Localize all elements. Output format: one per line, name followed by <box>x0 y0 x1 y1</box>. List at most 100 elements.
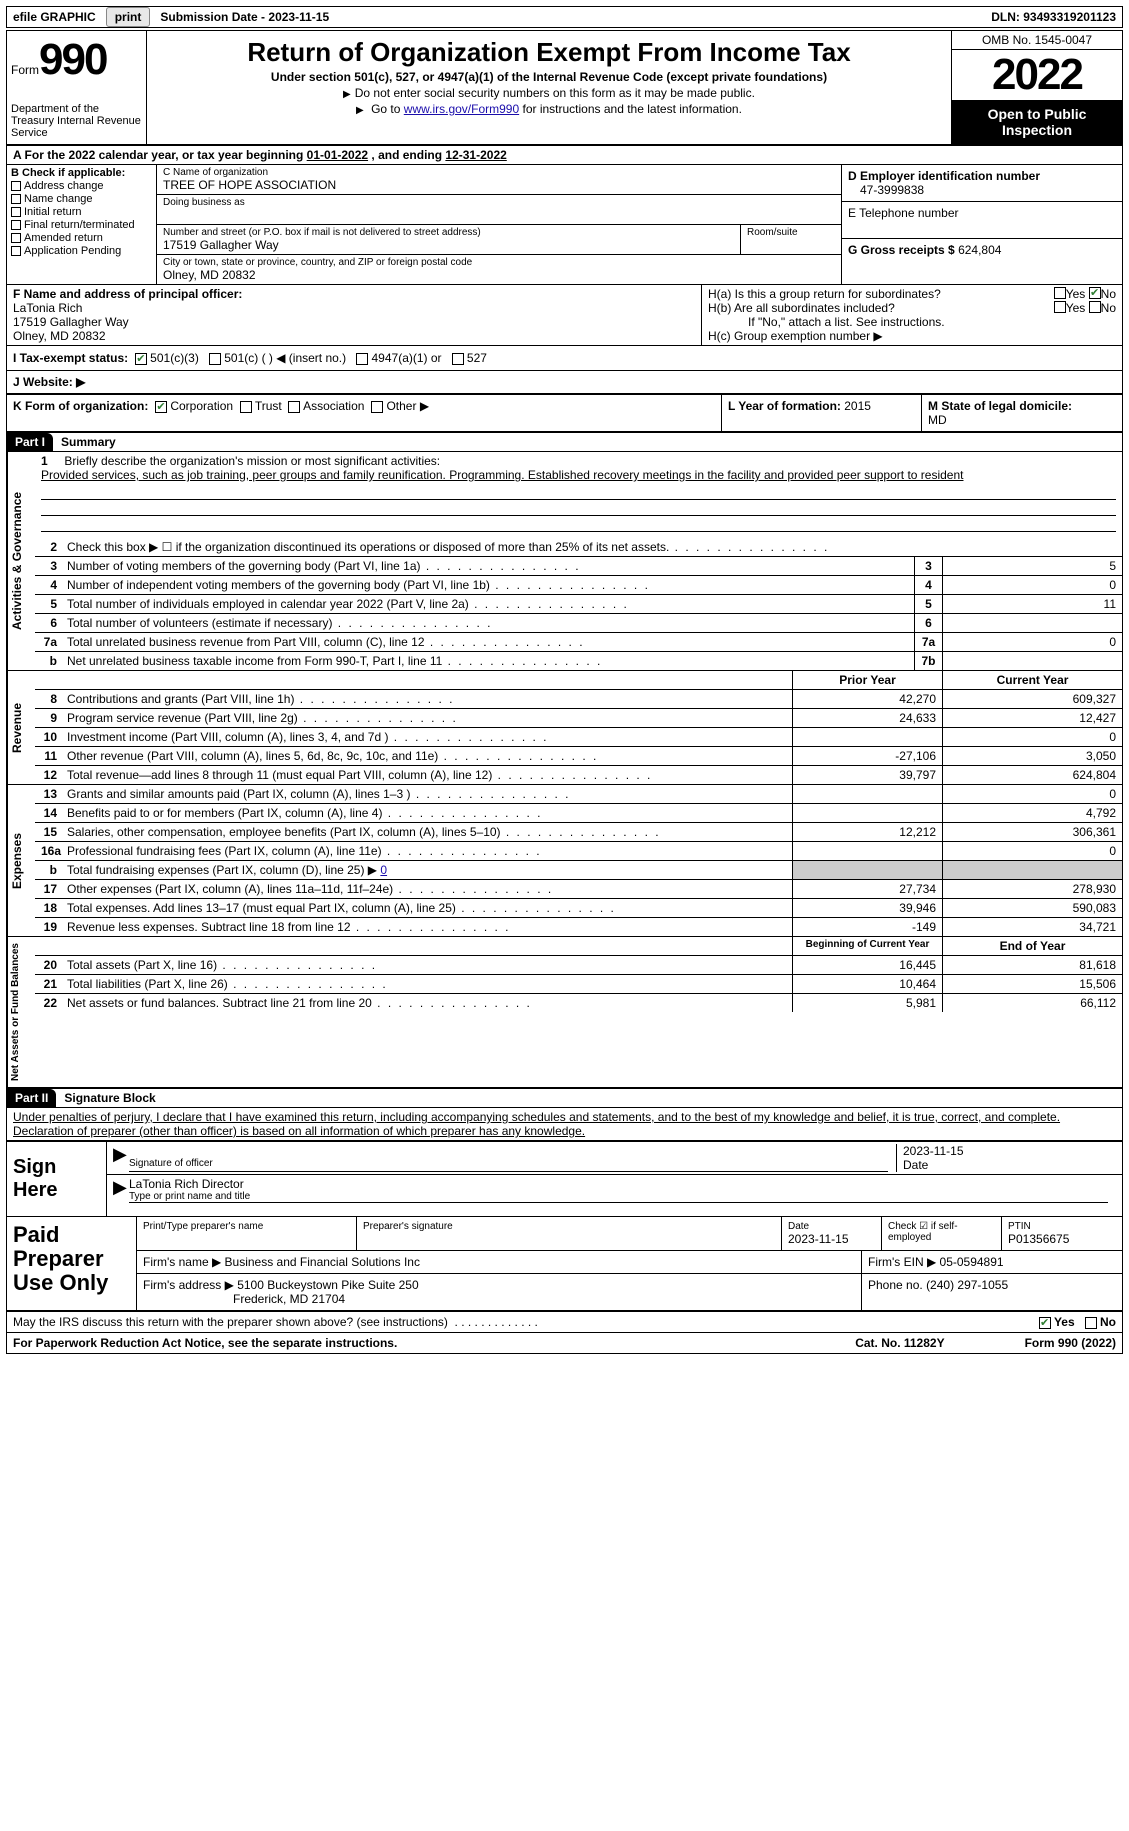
form-number: 990 <box>39 35 106 84</box>
ck-amended[interactable]: Amended return <box>24 232 103 244</box>
ha-no[interactable] <box>1089 287 1101 299</box>
gov-line-b: bNet unrelated business taxable income f… <box>35 652 1122 670</box>
mission-text: Provided services, such as job training,… <box>41 468 1116 482</box>
revlines-line-12: 12Total revenue—add lines 8 through 11 (… <box>35 766 1122 784</box>
officer-addr1: 17519 Gallagher Way <box>13 315 129 329</box>
prep-phone: (240) 297-1055 <box>926 1278 1008 1292</box>
ein-label: D Employer identification number <box>848 169 1040 183</box>
sign-here-block: Sign Here ▶ Signature of officer 2023-11… <box>7 1141 1122 1217</box>
explines-line-18: 18Total expenses. Add lines 13–17 (must … <box>35 899 1122 918</box>
ck-501c[interactable] <box>209 353 221 365</box>
gov-line-5: 5Total number of individuals employed in… <box>35 595 1122 614</box>
hb-no[interactable] <box>1089 301 1101 313</box>
ck-addr-change[interactable]: Address change <box>24 180 104 192</box>
tax-status-label: I Tax-exempt status: <box>13 351 128 365</box>
revlines-line-11: 11Other revenue (Part VIII, column (A), … <box>35 747 1122 766</box>
explines-line-16a: 16aProfessional fundraising fees (Part I… <box>35 842 1122 861</box>
print-button[interactable]: print <box>106 7 151 27</box>
irs-link[interactable]: www.irs.gov/Form990 <box>404 102 519 116</box>
ck-initial[interactable]: Initial return <box>24 206 81 218</box>
sig-officer-label: Signature of officer <box>129 1158 888 1169</box>
sig-name: LaTonia Rich Director <box>129 1177 1108 1191</box>
gov-line-4: 4Number of independent voting members of… <box>35 576 1122 595</box>
revlines-line-10: 10Investment income (Part VIII, column (… <box>35 728 1122 747</box>
explines-line-14: 14Benefits paid to or for members (Part … <box>35 804 1122 823</box>
prep-addr2: Frederick, MD 21704 <box>143 1292 345 1306</box>
ck-name-change[interactable]: Name change <box>24 193 93 205</box>
gross-label: G Gross receipts $ <box>848 243 958 257</box>
dln: DLN: 93493319201123 <box>985 8 1122 26</box>
discuss-row: May the IRS discuss this return with the… <box>7 1312 1122 1333</box>
efile-label: efile GRAPHIC <box>7 8 102 26</box>
form-container: Form990 Department of the Treasury Inter… <box>6 30 1123 1354</box>
box-j: J Website: ▶ <box>7 371 1122 395</box>
entity-block: B Check if applicable: Address change Na… <box>7 165 1122 285</box>
page-footer: For Paperwork Reduction Act Notice, see … <box>7 1333 1122 1353</box>
net-header-row: Beginning of Current Year End of Year <box>35 937 1122 956</box>
ck-527[interactable] <box>452 353 464 365</box>
hb-note: If "No," attach a list. See instructions… <box>708 315 1116 329</box>
ck-corp[interactable] <box>155 401 167 413</box>
sign-here-label: Sign Here <box>7 1142 107 1216</box>
prep-row1: Print/Type preparer's name Preparer's si… <box>137 1217 1122 1251</box>
box-l: L Year of formation: 2015 <box>722 395 922 431</box>
revlines-line-9: 9Program service revenue (Part VIII, lin… <box>35 709 1122 728</box>
row-a-period: A For the 2022 calendar year, or tax yea… <box>7 146 1122 165</box>
ck-501c3[interactable] <box>135 353 147 365</box>
vlabel-revenue: Revenue <box>7 671 35 784</box>
prep-self-employed: Check ☑ if self-employed <box>888 1221 995 1243</box>
box-deg: D Employer identification number 47-3999… <box>842 165 1122 284</box>
header-right: OMB No. 1545-0047 2022 Open to Public In… <box>952 31 1122 144</box>
ein-value: 47-3999838 <box>848 183 924 197</box>
netlines-line-20: 20Total assets (Part X, line 16)16,44581… <box>35 956 1122 975</box>
gov-line-3: 3Number of voting members of the governi… <box>35 557 1122 576</box>
discuss-no[interactable] <box>1085 1317 1097 1329</box>
ck-final[interactable]: Final return/terminated <box>24 219 135 231</box>
ck-4947[interactable] <box>356 353 368 365</box>
addr-label: Number and street (or P.O. box if mail i… <box>163 227 734 238</box>
rev-header-row: Prior Year Current Year <box>35 671 1122 690</box>
officer-addr2: Olney, MD 20832 <box>13 329 106 343</box>
box-h: H(a) Is this a group return for subordin… <box>702 285 1122 345</box>
officer-label: F Name and address of principal officer: <box>13 287 242 301</box>
cat-no: Cat. No. 11282Y <box>855 1336 944 1350</box>
vlabel-governance: Activities & Governance <box>7 452 35 670</box>
gov-line-6: 6Total number of volunteers (estimate if… <box>35 614 1122 633</box>
org-name-label: C Name of organization <box>163 167 835 178</box>
row-fh: F Name and address of principal officer:… <box>7 285 1122 346</box>
discuss-yes[interactable] <box>1039 1317 1051 1329</box>
prep-firm: Business and Financial Solutions Inc <box>225 1255 420 1269</box>
gov-line-7a: 7aTotal unrelated business revenue from … <box>35 633 1122 652</box>
ha-yes[interactable] <box>1054 287 1066 299</box>
pra-notice: For Paperwork Reduction Act Notice, see … <box>13 1336 855 1350</box>
ck-assoc[interactable] <box>288 401 300 413</box>
open-inspection: Open to Public Inspection <box>952 100 1122 144</box>
vlabel-netassets: Net Assets or Fund Balances <box>7 937 35 1087</box>
hb-label: H(b) Are all subordinates included? <box>708 301 1054 315</box>
row-ij: I Tax-exempt status: 501(c)(3) 501(c) ( … <box>7 346 1122 371</box>
row-klm: K Form of organization: Corporation Trus… <box>7 395 1122 433</box>
col-begin-year: Beginning of Current Year <box>792 937 942 955</box>
col-end-year: End of Year <box>942 937 1122 955</box>
form-note2: Go to www.irs.gov/Form990 for instructio… <box>155 102 943 116</box>
ck-trust[interactable] <box>240 401 252 413</box>
ck-other[interactable] <box>371 401 383 413</box>
prep-row2: Firm's name ▶ Business and Financial Sol… <box>137 1251 1122 1274</box>
part1-header: Part I Summary <box>7 433 1122 452</box>
prep-addr1: 5100 Buckeystown Pike Suite 250 <box>237 1278 418 1292</box>
col-prior-year: Prior Year <box>792 671 942 689</box>
explines-line-15: 15Salaries, other compensation, employee… <box>35 823 1122 842</box>
sig-name-row: ▶ LaTonia Rich Director Type or print na… <box>107 1175 1122 1205</box>
submission-date: Submission Date - 2023-11-15 <box>154 8 335 26</box>
box-f: F Name and address of principal officer:… <box>7 285 702 345</box>
prep-date: 2023-11-15 <box>788 1232 849 1246</box>
hb-yes[interactable] <box>1054 301 1066 313</box>
ck-pending[interactable]: Application Pending <box>24 245 121 257</box>
explines-line-19: 19Revenue less expenses. Subtract line 1… <box>35 918 1122 936</box>
city-label: City or town, state or province, country… <box>163 257 835 268</box>
netlines-line-22: 22Net assets or fund balances. Subtract … <box>35 994 1122 1012</box>
part1-bar: Part I <box>7 433 53 451</box>
phone-label: E Telephone number <box>848 206 959 220</box>
section-governance: Activities & Governance 1 Briefly descri… <box>7 452 1122 671</box>
form-word: Form <box>11 63 39 77</box>
